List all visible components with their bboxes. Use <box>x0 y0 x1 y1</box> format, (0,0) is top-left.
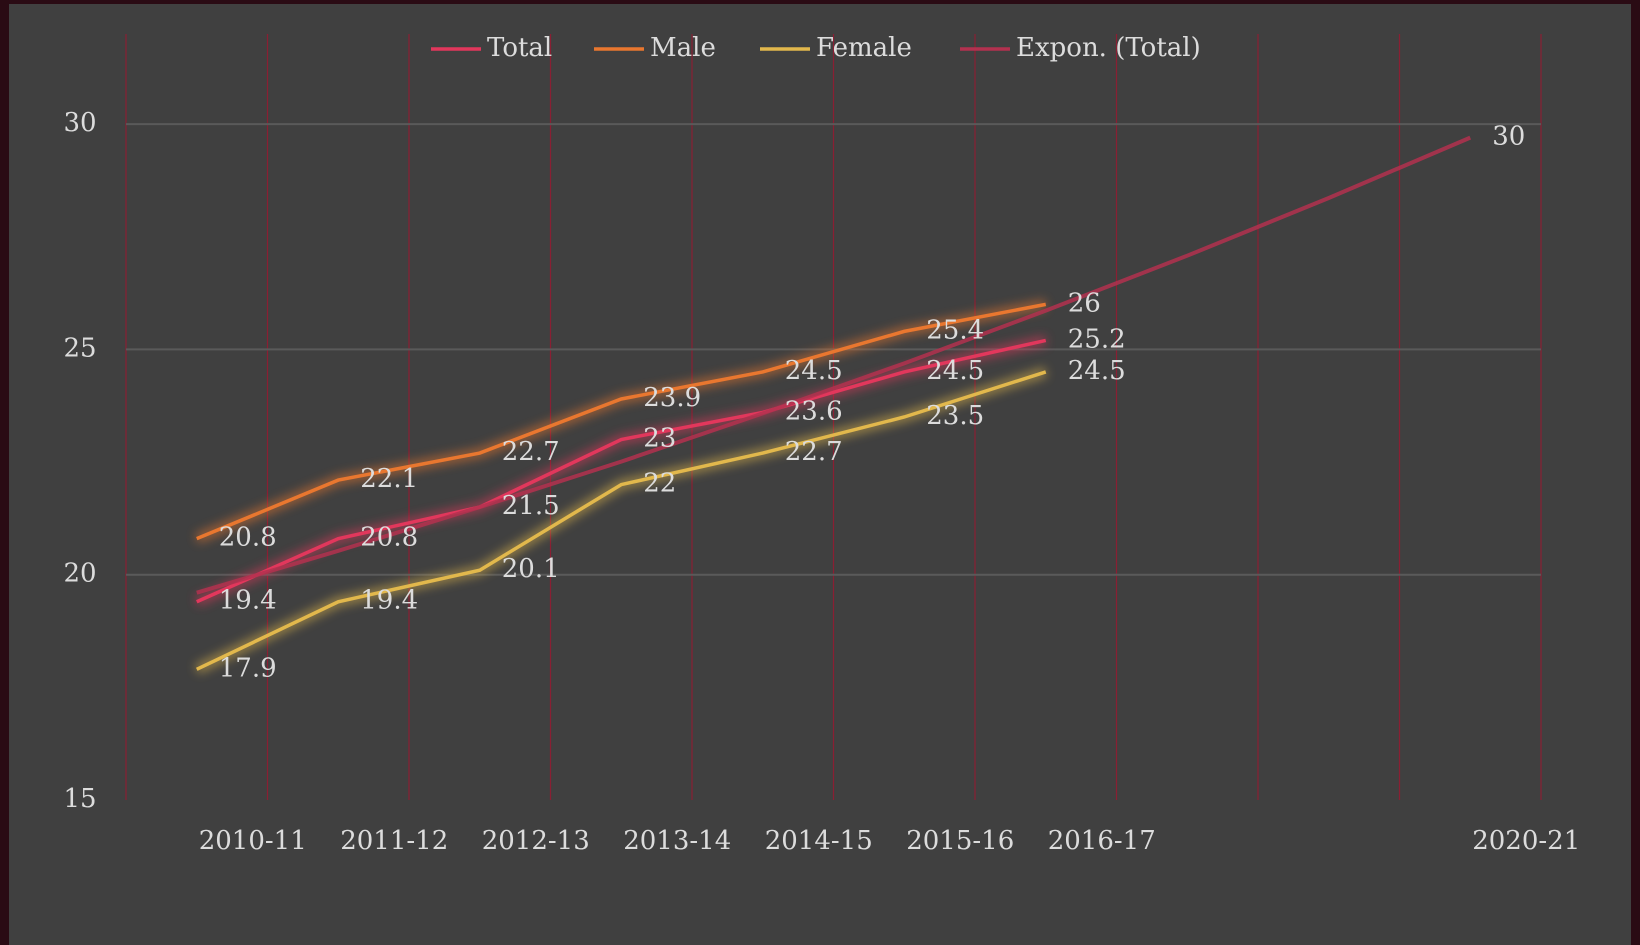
legend-label: Expon. (Total) <box>1016 33 1201 63</box>
data-label: 20.1 <box>502 554 560 584</box>
data-label: 25.4 <box>926 315 984 345</box>
data-label: 20.8 <box>219 523 277 553</box>
data-label: 25.2 <box>1068 324 1126 354</box>
data-label: 24.5 <box>1068 356 1126 386</box>
x-tick-label: 2013-14 <box>623 826 731 856</box>
y-tick-label: 25 <box>63 333 96 363</box>
data-label: 19.4 <box>360 586 418 616</box>
data-label: 26 <box>1068 288 1101 318</box>
data-label: 20.8 <box>360 523 418 553</box>
legend-label: Male <box>650 33 716 63</box>
data-label: 22 <box>643 469 676 499</box>
data-label: 22.7 <box>502 437 560 467</box>
x-tick-label: 2010-11 <box>199 826 307 856</box>
y-tick-label: 30 <box>63 108 96 138</box>
line <box>196 302 1047 541</box>
x-tick-label: 2015-16 <box>906 826 1014 856</box>
line <box>196 135 1472 595</box>
data-label: 22.1 <box>360 464 418 494</box>
chart-panel <box>9 4 1631 945</box>
data-label: 19.4 <box>219 586 277 616</box>
data-label: 21.5 <box>502 491 560 521</box>
x-tick-label: 2011-12 <box>340 826 448 856</box>
data-label: 23 <box>643 424 676 454</box>
line <box>196 338 1047 604</box>
data-label: 24.5 <box>785 356 843 386</box>
data-label: 23.6 <box>785 396 843 426</box>
legend-label: Female <box>816 33 912 63</box>
line <box>195 370 1047 671</box>
data-label: 24.5 <box>926 356 984 386</box>
data-label: 22.7 <box>785 437 843 467</box>
x-tick-label: 2012-13 <box>482 826 590 856</box>
y-tick-label: 20 <box>63 559 96 589</box>
legend-label: Total <box>487 33 552 63</box>
data-label: 23.5 <box>926 401 984 431</box>
data-label: 23.9 <box>643 383 701 413</box>
x-tick-label: 2020-21 <box>1472 826 1580 856</box>
data-label: 17.9 <box>219 653 277 683</box>
data-label: 30 <box>1492 122 1525 152</box>
x-tick-label: 2016-17 <box>1048 826 1156 856</box>
x-tick-label: 2014-15 <box>765 826 873 856</box>
y-tick-label: 15 <box>63 784 96 814</box>
